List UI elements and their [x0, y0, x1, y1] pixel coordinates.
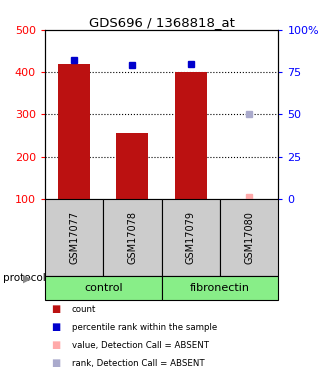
Bar: [58, 64, 90, 199]
Bar: [45, 276, 162, 300]
Text: ▶: ▶: [23, 273, 31, 284]
Bar: [162, 199, 220, 276]
Text: ■: ■: [51, 322, 60, 332]
Text: GSM17078: GSM17078: [127, 211, 137, 264]
Text: GSM17080: GSM17080: [244, 211, 254, 264]
Bar: [45, 199, 103, 276]
Text: fibronectin: fibronectin: [190, 283, 250, 293]
Text: ■: ■: [51, 304, 60, 314]
Text: ■: ■: [51, 358, 60, 368]
Text: protocol: protocol: [3, 273, 46, 284]
Bar: [103, 199, 162, 276]
Text: control: control: [84, 283, 123, 293]
Bar: [162, 276, 278, 300]
Text: value, Detection Call = ABSENT: value, Detection Call = ABSENT: [72, 341, 209, 350]
Text: ■: ■: [51, 340, 60, 350]
Text: count: count: [72, 305, 96, 314]
Bar: [175, 72, 207, 199]
Text: GSM17079: GSM17079: [186, 211, 196, 264]
Text: rank, Detection Call = ABSENT: rank, Detection Call = ABSENT: [72, 359, 204, 368]
Bar: [116, 134, 148, 199]
Text: GSM17077: GSM17077: [69, 211, 79, 264]
Bar: [220, 199, 278, 276]
Title: GDS696 / 1368818_at: GDS696 / 1368818_at: [89, 16, 235, 29]
Text: percentile rank within the sample: percentile rank within the sample: [72, 323, 217, 332]
